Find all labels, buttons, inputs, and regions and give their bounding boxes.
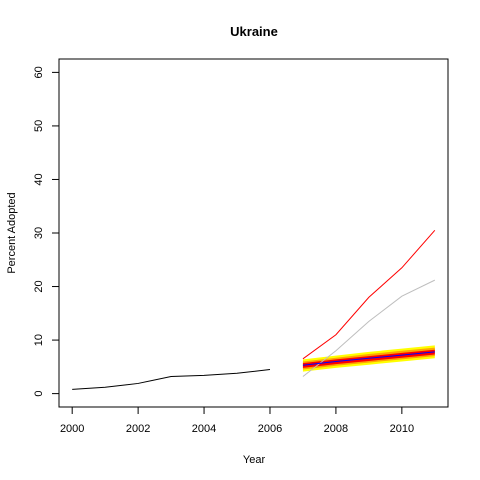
x-tick-label: 2004 <box>192 423 216 435</box>
series-lines <box>72 229 436 390</box>
y-tick-label: 0 <box>33 391 45 397</box>
x-tick-label: 2010 <box>390 423 414 435</box>
y-tick-label: 40 <box>33 173 45 185</box>
x-tick-label: 2002 <box>126 423 150 435</box>
y-tick-label: 60 <box>33 66 45 78</box>
x-axis-label: Year <box>243 454 266 466</box>
x-axis: 2000 2002 2004 2006 2008 2010 <box>60 406 414 435</box>
y-tick-label: 50 <box>33 120 45 132</box>
chart-title: Ukraine <box>230 24 278 39</box>
x-tick-label: 2000 <box>60 423 84 435</box>
y-tick-label: 10 <box>33 334 45 346</box>
y-tick-label: 30 <box>33 227 45 239</box>
x-tick-label: 2008 <box>324 423 348 435</box>
series-line-forecast <box>302 351 435 366</box>
y-axis: 0 10 20 30 40 50 60 <box>33 66 60 397</box>
series-line-historical <box>72 369 271 390</box>
x-tick-label: 2006 <box>258 423 282 435</box>
band-band-inner <box>302 349 435 368</box>
y-tick-label: 20 <box>33 280 45 292</box>
series-line-upper <box>302 229 436 360</box>
y-axis-label: Percent Adopted <box>6 192 18 273</box>
series-line-alternate <box>302 279 436 377</box>
